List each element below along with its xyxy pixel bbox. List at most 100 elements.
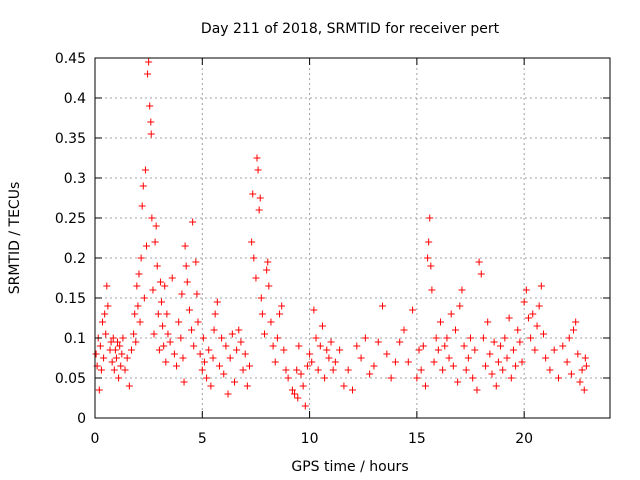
data-point — [146, 102, 154, 110]
data-point — [325, 354, 333, 362]
data-point — [509, 346, 517, 354]
data-point — [131, 310, 139, 318]
data-point — [255, 206, 263, 214]
data-point — [524, 314, 532, 322]
data-point — [192, 258, 200, 266]
y-tick-label: 0.25 — [55, 211, 86, 227]
data-point — [143, 242, 150, 250]
x-tick-label: 15 — [408, 431, 426, 447]
data-point — [175, 318, 183, 326]
data-point — [327, 338, 335, 346]
data-point — [499, 366, 507, 374]
data-point — [115, 374, 123, 382]
data-point — [109, 334, 117, 342]
data-point — [198, 366, 206, 374]
data-point — [572, 318, 580, 326]
data-point — [117, 362, 125, 370]
data-point — [139, 182, 147, 190]
data-point — [137, 254, 145, 262]
data-point — [467, 334, 475, 342]
y-tick-label: 0.4 — [64, 91, 86, 107]
x-tick-label: 5 — [198, 431, 207, 447]
data-point — [462, 366, 470, 374]
data-point — [514, 326, 522, 334]
data-point — [222, 342, 230, 350]
data-point — [537, 282, 545, 290]
data-point — [383, 350, 391, 358]
data-point — [542, 354, 550, 362]
data-point — [141, 166, 149, 174]
data-point — [518, 358, 526, 366]
data-point — [318, 322, 326, 330]
data-point — [158, 298, 166, 306]
data-point — [280, 346, 288, 354]
data-point — [516, 338, 524, 346]
data-point — [97, 366, 105, 374]
data-point — [103, 282, 111, 290]
data-point — [301, 402, 309, 410]
data-point — [265, 282, 273, 290]
data-point — [282, 366, 290, 374]
data-point — [121, 366, 129, 374]
data-point — [294, 394, 302, 402]
data-point — [505, 314, 513, 322]
data-point — [145, 58, 153, 66]
data-point — [154, 310, 162, 318]
data-point — [316, 342, 324, 350]
data-point — [293, 366, 301, 374]
data-point — [248, 238, 256, 246]
data-point — [507, 374, 515, 382]
data-point — [550, 346, 558, 354]
data-point — [374, 338, 382, 346]
data-point — [434, 346, 442, 354]
data-point — [108, 358, 116, 366]
data-point — [563, 358, 571, 366]
data-point — [361, 334, 369, 342]
data-point — [421, 382, 429, 390]
data-point — [161, 282, 169, 290]
data-point — [501, 334, 509, 342]
data-point — [136, 318, 144, 326]
data-point — [441, 342, 449, 350]
data-point — [570, 326, 578, 334]
data-point — [149, 286, 157, 294]
data-point — [194, 318, 202, 326]
data-point — [539, 330, 547, 338]
data-point — [443, 334, 451, 342]
data-point — [159, 322, 167, 330]
data-point — [503, 354, 511, 362]
data-point — [288, 386, 296, 394]
data-point — [241, 350, 249, 358]
data-point — [312, 334, 320, 342]
data-point — [531, 346, 539, 354]
y-tick-label: 0.2 — [64, 251, 86, 267]
data-point — [396, 338, 404, 346]
data-point — [112, 354, 120, 362]
data-point — [96, 342, 104, 350]
data-point — [527, 334, 535, 342]
data-point — [160, 342, 168, 350]
data-point — [207, 382, 215, 390]
x-tick-label: 20 — [515, 431, 533, 447]
x-axis-label: GPS time / hours — [291, 459, 408, 475]
data-point — [273, 334, 281, 342]
data-point — [295, 342, 303, 350]
data-point — [178, 290, 186, 298]
data-point — [196, 350, 204, 358]
data-point — [209, 354, 217, 362]
data-point — [179, 354, 187, 362]
data-point — [100, 354, 108, 362]
y-tick-label: 0 — [77, 411, 86, 427]
data-point — [357, 354, 365, 362]
y-tick-label: 0.35 — [55, 131, 86, 147]
data-point — [156, 278, 164, 286]
data-point — [529, 310, 537, 318]
data-point — [263, 266, 271, 274]
data-point — [261, 330, 269, 338]
data-point — [473, 386, 481, 394]
data-point — [177, 334, 185, 342]
data-point — [220, 370, 228, 378]
data-point — [370, 362, 378, 370]
data-point — [133, 282, 141, 290]
data-point — [486, 350, 494, 358]
